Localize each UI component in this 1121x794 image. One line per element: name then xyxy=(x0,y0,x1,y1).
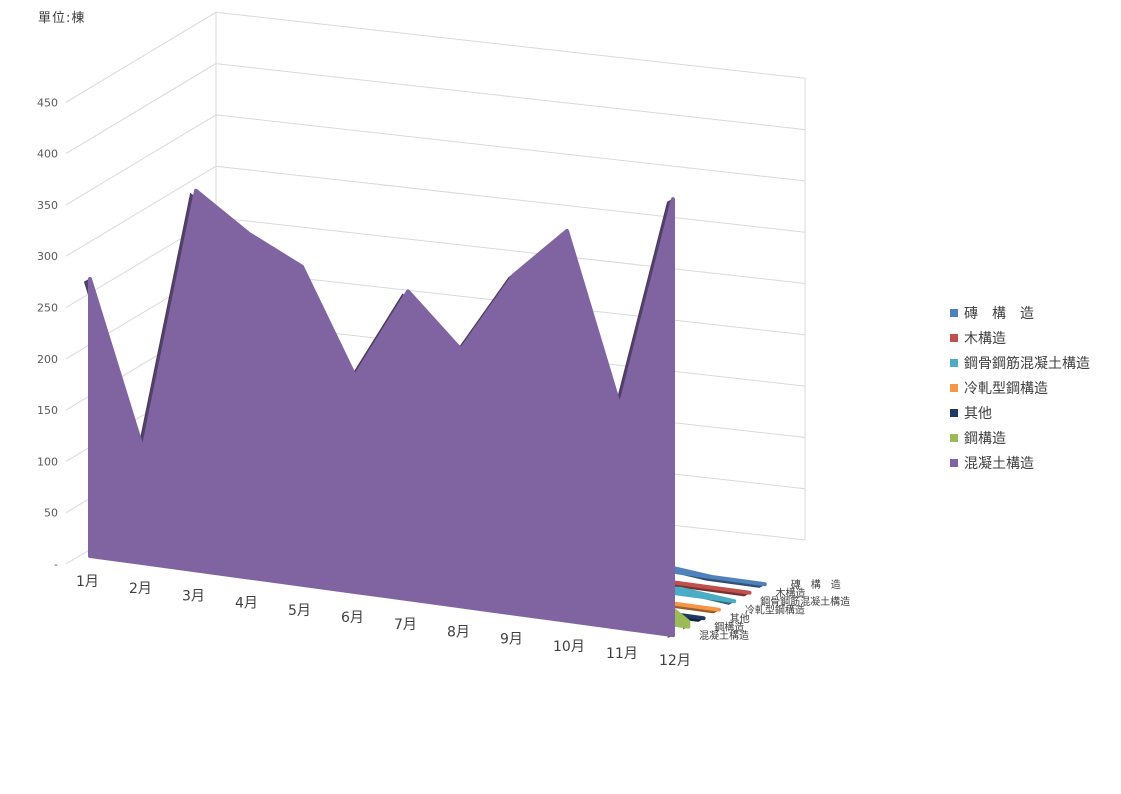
depth-axis-label: 混凝土構造 xyxy=(699,629,749,642)
legend-item: 其他 xyxy=(950,400,1090,425)
legend-swatch xyxy=(950,333,958,342)
y-tick-label: 50 xyxy=(44,507,58,520)
x-tick-label: 8月 xyxy=(447,624,470,640)
y-tick-label: 250 xyxy=(37,302,58,315)
x-tick-label: 12月 xyxy=(659,653,691,669)
gridline-back xyxy=(215,114,806,182)
x-tick-label: 1月 xyxy=(76,574,99,590)
depth-axis-label: 木構造 xyxy=(776,587,806,600)
legend-label: 鋼骨鋼筋混凝土構造 xyxy=(964,355,1090,372)
series-area-6 xyxy=(88,188,675,638)
legend-label: 混凝土構造 xyxy=(964,455,1034,472)
legend-swatch xyxy=(950,383,958,392)
x-tick-label: 10月 xyxy=(553,639,585,655)
y-tick-label: 150 xyxy=(37,404,58,417)
x-tick-label: 11月 xyxy=(606,646,638,662)
series-layer xyxy=(83,188,767,639)
x-tick-label: 2月 xyxy=(129,581,152,597)
unit-label: 單位:棟 xyxy=(38,11,86,26)
x-tick-label: 6月 xyxy=(341,610,364,626)
gridline-side xyxy=(65,63,217,155)
x-tick-label: 3月 xyxy=(182,588,205,604)
legend-label: 磚 構 造 xyxy=(964,305,1034,322)
gridline-back xyxy=(215,165,806,233)
legend-label: 其他 xyxy=(964,405,992,422)
y-tick-label: 450 xyxy=(37,96,58,109)
depth-axis-label: 鋼骨鋼筋混凝土構造 xyxy=(760,595,850,608)
x-tick-label: 4月 xyxy=(235,596,258,612)
gridline-side xyxy=(65,165,217,257)
y-tick-label: 300 xyxy=(37,250,58,263)
depth-axis-label: 其他 xyxy=(730,612,750,625)
legend-label: 冷軋型鋼構造 xyxy=(964,380,1048,397)
x-tick-label: 5月 xyxy=(288,603,311,619)
legend-label: 鋼構造 xyxy=(964,430,1006,447)
legend-item: 冷軋型鋼構造 xyxy=(950,375,1090,400)
gridline-side xyxy=(65,114,217,206)
depth-axis-label: 冷軋型鋼構造 xyxy=(745,604,805,617)
y-tick-label: 200 xyxy=(37,353,58,366)
depth-axis-label: 磚 構 造 xyxy=(791,578,841,591)
gridline-back xyxy=(215,217,806,284)
legend-item: 鋼構造 xyxy=(950,425,1090,450)
y-tick-label: - xyxy=(54,558,58,571)
depth-axis-label: 鋼構造 xyxy=(714,621,744,634)
y-tick-label: 100 xyxy=(37,455,58,468)
gridline-back xyxy=(215,63,806,131)
legend-swatch xyxy=(950,408,958,417)
legend-swatch xyxy=(950,358,958,367)
gridline-back xyxy=(215,11,806,79)
legend-swatch xyxy=(950,308,958,317)
legend-label: 木構造 xyxy=(964,330,1006,347)
axes: - 50 100 150 200 250 300 350 400 450 1月 2月 3月 4月 5月 6月 7… xyxy=(37,96,850,669)
legend-item: 木構造 xyxy=(950,325,1090,350)
legend-item: 混凝土構造 xyxy=(950,450,1090,475)
x-tick-label: 9月 xyxy=(500,632,523,648)
gridline-side xyxy=(65,11,217,103)
legend-item: 鋼骨鋼筋混凝土構造 xyxy=(950,350,1090,375)
series-6 xyxy=(83,188,675,639)
legend-swatch xyxy=(950,458,958,467)
legend: 磚 構 造木構造鋼骨鋼筋混凝土構造 冷軋型鋼構造 其他鋼構造混凝土構造 xyxy=(950,300,1090,475)
legend-swatch xyxy=(950,433,958,442)
x-tick-label: 7月 xyxy=(394,617,417,633)
y-tick-label: 400 xyxy=(37,148,58,161)
legend-item: 磚 構 造 xyxy=(950,300,1090,325)
y-tick-label: 350 xyxy=(37,199,58,212)
